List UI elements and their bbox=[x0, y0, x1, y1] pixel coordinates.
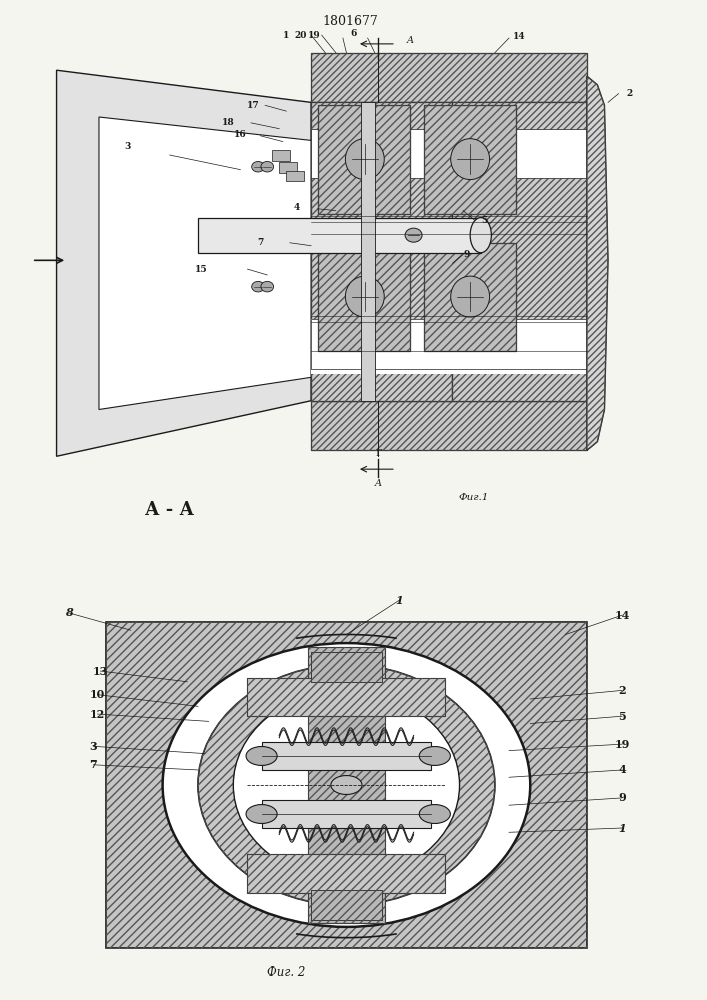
Bar bbox=[311, 53, 587, 102]
Polygon shape bbox=[587, 76, 608, 450]
Text: А - А: А - А bbox=[145, 501, 194, 519]
Text: 15: 15 bbox=[195, 265, 208, 274]
Bar bbox=[424, 105, 516, 214]
Text: 4: 4 bbox=[294, 203, 300, 212]
Text: 1801677: 1801677 bbox=[322, 15, 378, 28]
Text: 19: 19 bbox=[614, 739, 630, 750]
Bar bbox=[424, 105, 516, 214]
Text: 8: 8 bbox=[66, 607, 73, 618]
Ellipse shape bbox=[346, 276, 385, 317]
Bar bbox=[247, 678, 445, 716]
Bar bbox=[424, 243, 516, 351]
Text: 1: 1 bbox=[283, 31, 290, 40]
Circle shape bbox=[419, 805, 450, 823]
Bar bbox=[311, 401, 587, 450]
Text: 1: 1 bbox=[619, 822, 626, 834]
Text: 1: 1 bbox=[396, 595, 403, 606]
Bar bbox=[311, 401, 587, 450]
Text: 19: 19 bbox=[308, 31, 321, 40]
Text: Фиг.1: Фиг.1 bbox=[459, 493, 489, 502]
Bar bbox=[308, 647, 385, 923]
Text: 2: 2 bbox=[619, 685, 626, 696]
Bar bbox=[311, 319, 587, 369]
Bar bbox=[318, 243, 410, 351]
Text: Г: Г bbox=[375, 449, 382, 458]
Polygon shape bbox=[57, 70, 311, 456]
Bar bbox=[311, 652, 382, 682]
Text: 7: 7 bbox=[257, 238, 263, 247]
Ellipse shape bbox=[198, 665, 495, 905]
Bar bbox=[311, 319, 587, 374]
Text: 20: 20 bbox=[294, 31, 307, 40]
Circle shape bbox=[405, 228, 422, 242]
Circle shape bbox=[331, 776, 362, 794]
Bar bbox=[452, 102, 587, 401]
Bar bbox=[106, 622, 587, 948]
Bar bbox=[361, 102, 375, 401]
Text: 16: 16 bbox=[234, 130, 247, 139]
Bar bbox=[311, 890, 382, 920]
Text: 5: 5 bbox=[619, 711, 626, 722]
Text: 12: 12 bbox=[90, 709, 105, 720]
Text: 17: 17 bbox=[247, 101, 259, 110]
Ellipse shape bbox=[233, 690, 460, 880]
Bar bbox=[308, 647, 385, 923]
Text: 3: 3 bbox=[90, 741, 97, 752]
Text: 14: 14 bbox=[513, 32, 526, 41]
Bar bbox=[311, 53, 587, 102]
Bar bbox=[318, 243, 410, 351]
Bar bbox=[452, 102, 587, 401]
Ellipse shape bbox=[470, 218, 491, 253]
Text: 18: 18 bbox=[222, 118, 235, 127]
Text: A: A bbox=[407, 36, 414, 45]
Text: 4: 4 bbox=[619, 764, 626, 775]
Text: 10: 10 bbox=[90, 689, 105, 700]
Ellipse shape bbox=[451, 139, 489, 180]
Circle shape bbox=[246, 805, 277, 823]
Polygon shape bbox=[99, 117, 311, 410]
Text: A: A bbox=[375, 479, 382, 488]
Bar bbox=[286, 171, 304, 181]
Circle shape bbox=[252, 161, 264, 172]
Bar bbox=[279, 162, 297, 173]
Text: Фиг. 2: Фиг. 2 bbox=[267, 966, 305, 979]
Circle shape bbox=[261, 281, 274, 292]
Text: 5: 5 bbox=[481, 216, 487, 225]
Text: 3: 3 bbox=[124, 142, 131, 151]
Bar bbox=[318, 105, 410, 214]
Ellipse shape bbox=[163, 643, 530, 927]
Ellipse shape bbox=[346, 139, 385, 180]
Bar bbox=[311, 652, 382, 682]
Bar bbox=[272, 150, 290, 161]
Circle shape bbox=[246, 747, 277, 765]
Text: 9: 9 bbox=[463, 250, 470, 259]
Bar bbox=[262, 800, 431, 828]
Bar bbox=[424, 243, 516, 351]
Circle shape bbox=[261, 161, 274, 172]
Bar bbox=[247, 854, 445, 892]
Text: 14: 14 bbox=[614, 610, 630, 621]
Circle shape bbox=[419, 747, 450, 765]
Bar bbox=[311, 102, 452, 401]
Bar bbox=[247, 854, 445, 892]
Bar bbox=[106, 622, 587, 948]
Bar bbox=[262, 742, 431, 770]
Text: 9: 9 bbox=[619, 792, 626, 803]
Circle shape bbox=[252, 281, 264, 292]
Bar bbox=[318, 105, 410, 214]
Bar bbox=[311, 890, 382, 920]
Bar bbox=[311, 129, 587, 178]
Bar bbox=[198, 218, 481, 253]
Bar bbox=[247, 678, 445, 716]
Text: 13: 13 bbox=[93, 666, 108, 677]
Ellipse shape bbox=[451, 276, 489, 317]
Text: 7: 7 bbox=[90, 759, 97, 770]
Text: 2: 2 bbox=[626, 89, 632, 98]
Text: 6: 6 bbox=[350, 29, 357, 38]
Bar bbox=[311, 102, 452, 401]
